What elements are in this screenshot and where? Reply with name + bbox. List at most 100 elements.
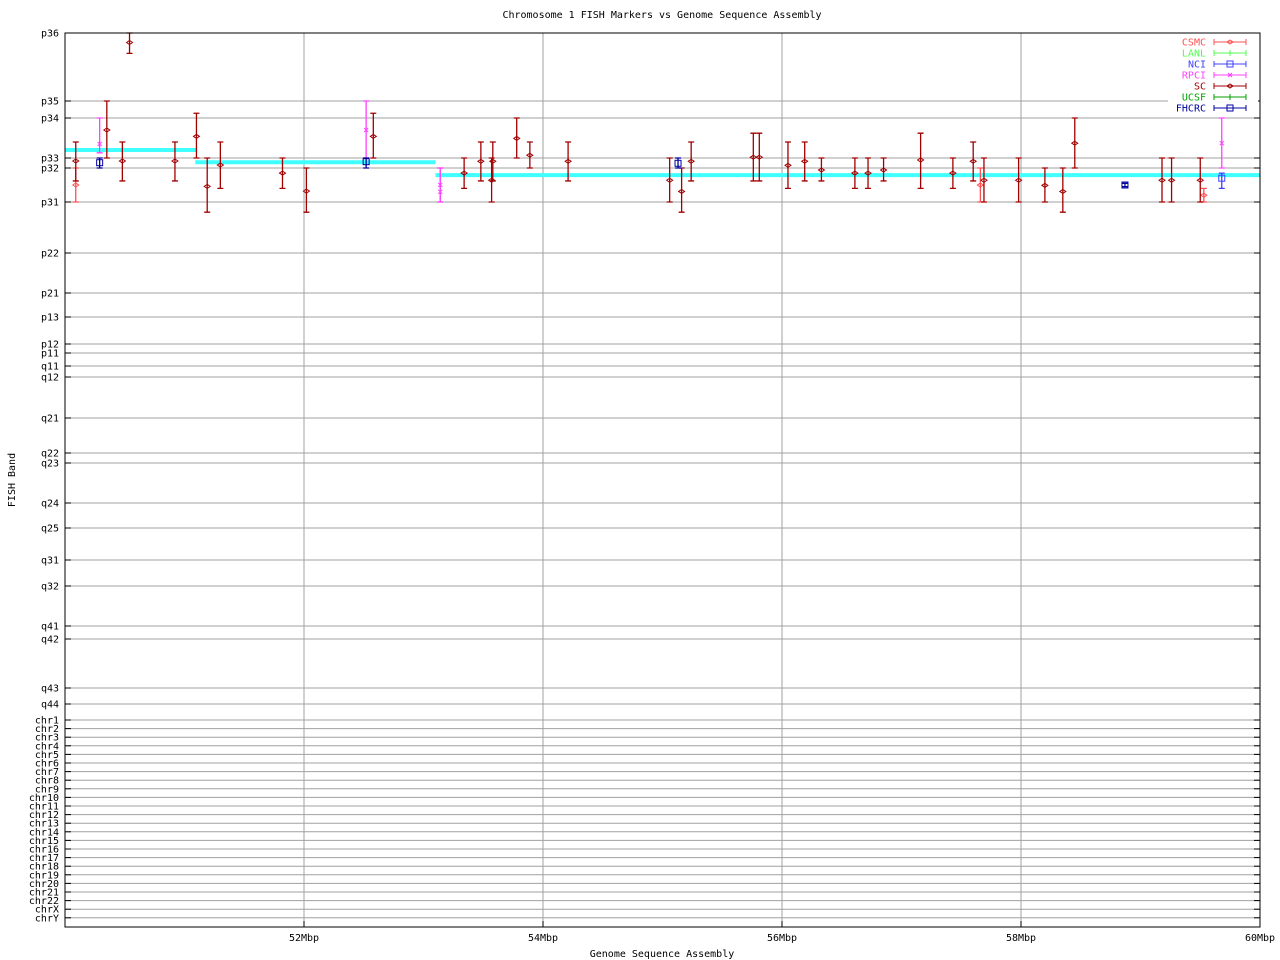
y-tick-label: q22 bbox=[41, 449, 59, 460]
grid bbox=[65, 33, 1260, 927]
error-bar bbox=[1159, 157, 1166, 203]
data-point bbox=[525, 152, 534, 158]
chart-title: Chromosome 1 FISH Markers vs Genome Sequ… bbox=[502, 10, 821, 21]
data-point bbox=[96, 159, 104, 167]
error-bar bbox=[818, 157, 825, 182]
y-tick-label: q41 bbox=[41, 622, 59, 633]
y-tick-label: p36 bbox=[41, 29, 59, 40]
y-tick-label: chr18 bbox=[29, 862, 59, 873]
y-tick-label: chr6 bbox=[35, 759, 59, 770]
y-tick-label: chr16 bbox=[29, 845, 59, 856]
error-bar bbox=[666, 157, 673, 203]
legend-label: NCI bbox=[1188, 60, 1206, 71]
error-bar bbox=[1121, 182, 1128, 188]
error-bar bbox=[784, 141, 791, 190]
error-bar bbox=[1059, 167, 1066, 213]
y-tick-label: p12 bbox=[41, 340, 59, 351]
y-tick-label: q23 bbox=[41, 459, 59, 470]
data-point bbox=[564, 158, 572, 164]
error-bar bbox=[880, 157, 887, 182]
y-tick-label: q32 bbox=[41, 582, 59, 593]
error-bar bbox=[565, 141, 572, 182]
data-point bbox=[460, 170, 469, 176]
error-bar bbox=[917, 132, 924, 190]
data-point bbox=[687, 158, 696, 164]
y-tick-label: q11 bbox=[41, 362, 59, 373]
legend-label: UCSF bbox=[1182, 93, 1206, 104]
error-bar bbox=[1071, 117, 1078, 169]
legend-marker bbox=[1226, 60, 1234, 68]
data-point bbox=[171, 158, 179, 164]
series-sc bbox=[71, 32, 1205, 213]
series-nci bbox=[1218, 172, 1226, 190]
y-tick-label: chr14 bbox=[29, 827, 59, 838]
y-tick-label: p32 bbox=[41, 164, 59, 175]
error-bar bbox=[119, 141, 126, 182]
legend-label: SC bbox=[1194, 82, 1206, 93]
data-point bbox=[1167, 177, 1176, 183]
data-point bbox=[362, 158, 370, 166]
data-point bbox=[118, 158, 127, 164]
data-point bbox=[97, 141, 103, 147]
error-bar bbox=[980, 157, 987, 203]
error-bar bbox=[949, 157, 956, 190]
error-bar bbox=[851, 157, 858, 190]
error-bar bbox=[96, 117, 103, 154]
data-point bbox=[203, 183, 212, 189]
data-point bbox=[1070, 140, 1079, 146]
legend-line bbox=[1213, 83, 1247, 89]
y-tick-label: chr12 bbox=[29, 810, 59, 821]
y-tick-label: chr3 bbox=[35, 733, 59, 744]
y-tick-label: chr7 bbox=[35, 767, 59, 778]
data-point bbox=[969, 158, 978, 164]
legend-line bbox=[1213, 105, 1247, 111]
data-point bbox=[71, 182, 80, 188]
x-axis-label: Genome Sequence Assembly bbox=[590, 949, 735, 960]
data-point bbox=[125, 39, 134, 46]
error-bar bbox=[865, 157, 872, 190]
y-tick-label: p34 bbox=[41, 114, 59, 125]
y-tick-label: p35 bbox=[41, 97, 59, 108]
legend-background bbox=[1168, 36, 1258, 116]
plot-frame bbox=[64, 32, 1261, 928]
error-bar bbox=[279, 157, 286, 190]
error-bar bbox=[303, 167, 310, 213]
data-point bbox=[487, 177, 496, 183]
legend-label: CSMC bbox=[1182, 38, 1206, 49]
data-point bbox=[476, 158, 485, 164]
data-point bbox=[800, 158, 809, 164]
data-point bbox=[850, 170, 859, 176]
y-tick-label: chr10 bbox=[29, 793, 59, 804]
error-bar bbox=[513, 117, 520, 159]
data-point bbox=[192, 133, 201, 140]
data-point bbox=[755, 154, 764, 160]
y-tick-label: chr11 bbox=[29, 802, 59, 813]
y-tick-label: chrY bbox=[35, 913, 59, 924]
y-tick-label: chr5 bbox=[35, 750, 59, 761]
error-bar bbox=[103, 100, 110, 159]
error-bar bbox=[204, 157, 211, 213]
y-tick-label: p21 bbox=[41, 289, 59, 300]
x-tick-label: 52Mbp bbox=[289, 933, 319, 944]
y-tick-label: p33 bbox=[41, 154, 59, 165]
legend-line bbox=[1213, 39, 1247, 45]
legend-marker bbox=[1226, 39, 1234, 45]
data-point bbox=[369, 133, 378, 140]
y-tick-label: p11 bbox=[41, 349, 59, 360]
x-tick-label: 58Mbp bbox=[1006, 933, 1036, 944]
y-tick-label: p22 bbox=[41, 249, 59, 260]
data-point bbox=[1199, 192, 1208, 198]
x-axis-ticks: 52Mbp 54Mbp 56Mbp 58Mbp 60Mbp bbox=[289, 921, 1275, 944]
error-bar bbox=[461, 157, 468, 190]
error-bar bbox=[363, 157, 370, 169]
data-point bbox=[302, 188, 311, 194]
legend-marker bbox=[1226, 104, 1234, 112]
y-tick-label: q44 bbox=[41, 700, 59, 711]
error-bar bbox=[489, 141, 496, 182]
data-point bbox=[1040, 182, 1049, 188]
data-point bbox=[488, 158, 497, 164]
y-tick-label: chr4 bbox=[35, 741, 59, 752]
series-fhcrc bbox=[96, 157, 1129, 189]
